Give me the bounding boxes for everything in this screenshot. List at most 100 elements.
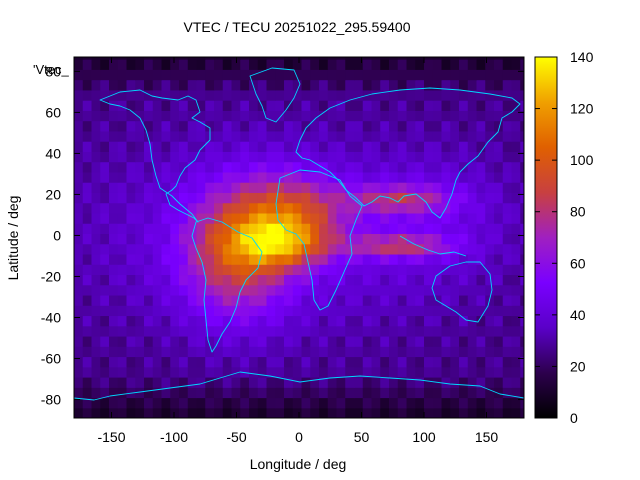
heatmap-cell — [135, 59, 145, 70]
heatmap-cell — [301, 151, 311, 163]
heatmap-cell — [257, 346, 268, 358]
heatmap-cell — [406, 243, 416, 255]
heatmap-cell — [82, 243, 93, 255]
heatmap-cell — [406, 264, 416, 276]
heatmap-cell — [109, 294, 119, 306]
heatmap-cell — [336, 264, 346, 276]
heatmap-cell — [345, 171, 355, 183]
heatmap-cell — [249, 57, 259, 60]
heatmap-cell — [336, 212, 346, 224]
heatmap-cell — [354, 89, 364, 101]
heatmap-cell — [249, 171, 259, 183]
heatmap-cell — [100, 161, 110, 173]
heatmap-cell — [494, 315, 504, 327]
heatmap-cell — [161, 335, 171, 347]
heatmap-cell — [441, 376, 451, 388]
heatmap-cell — [389, 356, 399, 368]
heatmap-cell — [441, 315, 451, 327]
heatmap-cell — [100, 335, 110, 347]
heatmap-cell — [371, 141, 381, 152]
heatmap-cell — [109, 335, 119, 347]
heatmap-cell — [257, 59, 268, 70]
heatmap-cell — [74, 376, 84, 388]
heatmap-cell — [284, 223, 294, 234]
heatmap-cell — [249, 397, 259, 409]
heatmap-cell — [520, 212, 524, 224]
heatmap-cell — [432, 243, 443, 255]
heatmap-cell — [91, 100, 101, 111]
heatmap-cell — [91, 397, 101, 409]
heatmap-cell — [117, 376, 128, 388]
heatmap-cell — [231, 274, 241, 286]
heatmap-cell — [450, 407, 460, 418]
heatmap-cell — [371, 294, 381, 306]
heatmap-cell — [82, 253, 93, 265]
heatmap-cell — [82, 212, 93, 224]
heatmap-cell — [126, 69, 136, 81]
heatmap-cell — [511, 397, 521, 409]
heatmap-cell — [406, 120, 416, 132]
heatmap-cell — [397, 387, 408, 399]
heatmap-cell — [109, 120, 119, 132]
heatmap-cell — [511, 89, 521, 101]
heatmap-cell — [520, 79, 524, 91]
heatmap-cell — [327, 356, 338, 368]
heatmap-cell — [266, 243, 276, 255]
heatmap-cell — [345, 325, 355, 337]
heatmap-cell — [520, 69, 524, 81]
heatmap-cell — [450, 141, 460, 152]
heatmap-cell — [144, 397, 154, 409]
heatmap-cell — [82, 294, 93, 306]
heatmap-cell — [380, 171, 390, 183]
heatmap-cell — [196, 315, 206, 327]
heatmap-cell — [249, 79, 259, 91]
heatmap-cell — [511, 315, 521, 327]
heatmap-cell — [485, 366, 495, 378]
heatmap-cell — [144, 130, 154, 142]
heatmap-cell — [354, 223, 364, 234]
heatmap-cell — [82, 202, 93, 214]
heatmap-cell — [126, 57, 136, 60]
heatmap-cell — [187, 284, 198, 296]
heatmap-cell — [205, 69, 215, 81]
heatmap-cell — [266, 387, 276, 399]
heatmap-cell — [187, 161, 198, 173]
heatmap-cell — [292, 89, 303, 101]
heatmap-cell — [144, 110, 154, 122]
heatmap-cell — [257, 212, 268, 224]
heatmap-cell — [74, 305, 84, 317]
heatmap-cell — [467, 192, 478, 204]
heatmap-cell — [467, 69, 478, 81]
heatmap-cell — [170, 325, 180, 337]
heatmap-cell — [415, 387, 425, 399]
heatmap-cell — [152, 171, 163, 183]
heatmap-cell — [310, 274, 320, 286]
heatmap-cell — [170, 356, 180, 368]
heatmap-cell — [152, 57, 163, 60]
heatmap-cell — [336, 376, 346, 388]
heatmap-cell — [135, 305, 145, 317]
heatmap-cell — [240, 192, 250, 204]
heatmap-cell — [319, 192, 329, 204]
y-tick-label: -80 — [41, 392, 61, 408]
heatmap-cell — [91, 264, 101, 276]
heatmap-cell — [100, 325, 110, 337]
x-tick-label: 0 — [295, 429, 303, 445]
heatmap-cell — [231, 171, 241, 183]
heatmap-cell — [511, 233, 521, 245]
heatmap-cell — [336, 315, 346, 327]
heatmap-cell — [117, 264, 128, 276]
heatmap-cell — [441, 59, 451, 70]
heatmap-cell — [450, 366, 460, 378]
heatmap-cell — [397, 264, 408, 276]
heatmap-cell — [450, 151, 460, 163]
heatmap-cell — [257, 274, 268, 286]
heatmap-cell — [100, 141, 110, 152]
heatmap-cell — [144, 89, 154, 101]
heatmap-cell — [511, 57, 521, 60]
heatmap-cell — [196, 335, 206, 347]
heatmap-cell — [327, 387, 338, 399]
heatmap-cell — [231, 182, 241, 193]
heatmap-cell — [266, 335, 276, 347]
heatmap-cell — [292, 407, 303, 418]
